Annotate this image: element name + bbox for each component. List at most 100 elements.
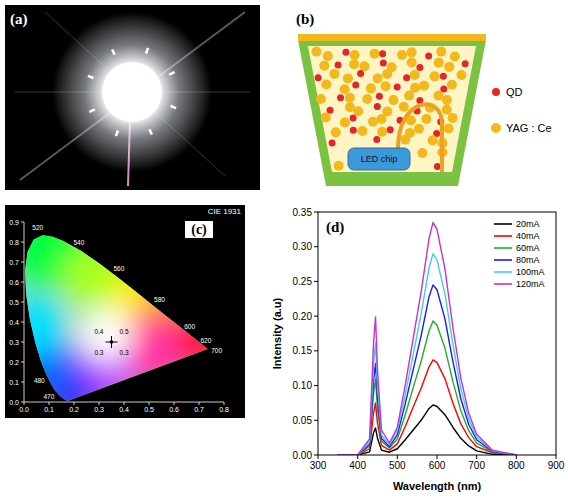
yag-particle xyxy=(316,94,326,104)
yag-particle xyxy=(448,113,458,123)
legend-label: 40mA xyxy=(516,231,540,241)
x-tick xyxy=(437,455,438,459)
gamut-colors xyxy=(7,201,225,424)
y-tick xyxy=(21,222,24,223)
yag-particle xyxy=(377,127,387,137)
x-axis-title: Wavelength (nm) xyxy=(393,480,482,492)
x-tick xyxy=(74,402,75,405)
y-axis xyxy=(24,222,25,402)
reflector-dash xyxy=(112,49,115,54)
chip-label: LED chip xyxy=(361,154,398,164)
x-tick-label: 0.2 xyxy=(69,406,79,413)
plot-lines xyxy=(338,222,517,455)
quantum-dot xyxy=(440,85,447,92)
x-tick-label: 300 xyxy=(310,460,327,471)
legend-swatch xyxy=(494,259,512,261)
y-tick xyxy=(314,350,318,351)
wavelength-label: 480 xyxy=(34,377,45,384)
yag-particle xyxy=(444,124,454,134)
quantum-dot xyxy=(335,61,342,68)
legend-label: 100mA xyxy=(516,267,545,277)
spectrum-line xyxy=(338,360,517,455)
reflector-dash xyxy=(149,129,152,134)
y-tick xyxy=(314,455,318,456)
yag-particle xyxy=(444,62,454,72)
y-tick xyxy=(314,281,318,282)
led-glow xyxy=(52,12,212,172)
photo-background xyxy=(5,5,260,190)
led-chip xyxy=(348,148,410,170)
yag-particle xyxy=(311,47,321,57)
spectrum-line xyxy=(338,222,517,455)
gamut-color xyxy=(81,310,133,362)
y-tick-label: 0.15 xyxy=(293,345,313,356)
yag-particle xyxy=(321,113,331,123)
yag-particle xyxy=(358,126,368,136)
legend-swatch xyxy=(494,247,512,249)
y-tick-label: 0.25 xyxy=(293,276,313,287)
x-tick-label: 0.4 xyxy=(119,406,129,413)
y-tick-label: 0.0 xyxy=(9,399,19,406)
yag-particle xyxy=(321,80,331,90)
y-tick xyxy=(21,242,24,243)
yag-particle xyxy=(407,58,417,68)
yag-particle xyxy=(382,69,392,79)
led-core xyxy=(102,62,162,122)
x-tick xyxy=(199,402,200,405)
y-tick-label: 0.3 xyxy=(9,339,19,346)
panel-letter: (d) xyxy=(326,219,344,236)
x-tick xyxy=(476,455,477,459)
yag-particle xyxy=(407,47,417,57)
y-tick-label: 0.4 xyxy=(9,319,19,326)
quantum-dot xyxy=(352,82,359,89)
panel-b: (b)LED chipQDYAG : Ce xyxy=(296,11,552,186)
yag-particle xyxy=(381,81,391,91)
x-tick-label: 0.0 xyxy=(19,406,29,413)
spectrum-line xyxy=(338,254,517,455)
quantum-dot xyxy=(394,84,401,91)
quantum-dot xyxy=(350,114,357,121)
yag-particle xyxy=(430,71,440,81)
panel-c: 0.00.10.20.30.40.50.60.70.80.00.10.20.30… xyxy=(5,201,245,424)
legend-swatch xyxy=(492,88,500,96)
quantum-dot xyxy=(416,64,423,71)
x-tick-label: 0.3 xyxy=(94,406,104,413)
yag-particle xyxy=(417,148,427,158)
light-flare xyxy=(20,12,245,180)
yag-particle xyxy=(456,70,466,80)
legend-swatch xyxy=(494,283,512,285)
cup xyxy=(298,40,486,186)
y-tick xyxy=(314,385,318,386)
quantum-dot xyxy=(350,127,357,134)
yag-particle xyxy=(334,161,344,171)
reflector-dash xyxy=(146,48,148,54)
quantum-dot xyxy=(376,93,383,100)
yag-particle xyxy=(442,105,452,115)
panel-letter: (a) xyxy=(10,11,28,28)
y-tick-label: 0.9 xyxy=(9,219,19,226)
panel-a: (a) xyxy=(5,5,260,190)
x-tick-label: 900 xyxy=(548,460,565,471)
annotation: 0.3 xyxy=(120,349,129,356)
y-tick-label: 0.35 xyxy=(293,207,313,218)
yag-particle xyxy=(388,95,398,105)
quantum-dot xyxy=(337,94,344,101)
quantum-dot xyxy=(357,70,364,77)
yag-particle xyxy=(428,135,438,145)
yag-particle xyxy=(368,117,378,127)
yag-particle xyxy=(340,84,350,94)
legend-label: QD xyxy=(506,86,523,98)
y-tick-label: 0.8 xyxy=(9,239,19,246)
panel-letter: (b) xyxy=(296,11,314,28)
y-tick-label: 0.1 xyxy=(9,379,19,386)
x-tick-label: 0.5 xyxy=(144,406,154,413)
quantum-dot xyxy=(425,53,432,60)
y-tick xyxy=(314,316,318,317)
y-tick xyxy=(21,402,24,403)
y-tick xyxy=(21,362,24,363)
y-axis-title: Intensity (a.u) xyxy=(271,297,283,369)
panel-letter: (c) xyxy=(191,222,207,238)
gamut-color xyxy=(7,296,67,356)
x-tick xyxy=(99,402,100,405)
yag-particle xyxy=(366,83,376,93)
